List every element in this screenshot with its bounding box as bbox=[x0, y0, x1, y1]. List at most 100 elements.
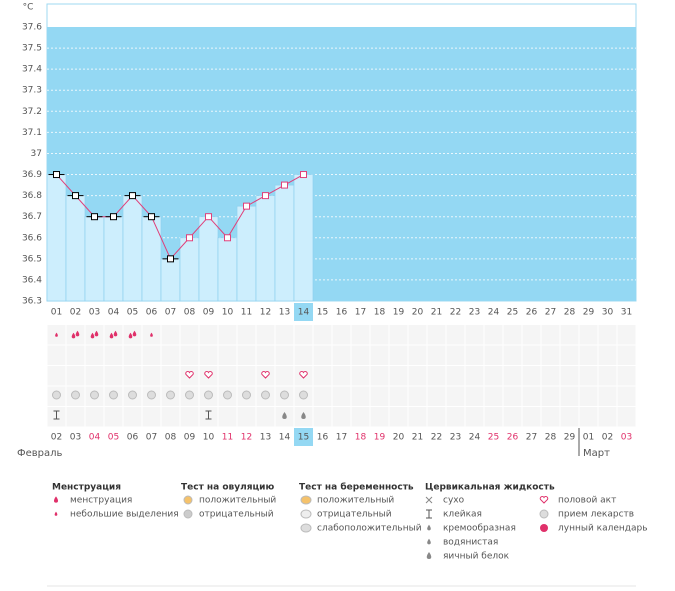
drop-icon bbox=[427, 524, 431, 531]
legend-item: половой акт bbox=[558, 496, 616, 506]
legend-title: Тест на беременность bbox=[299, 482, 414, 493]
cell bbox=[256, 407, 275, 427]
drop-icon bbox=[53, 496, 59, 503]
cell bbox=[85, 407, 104, 427]
cell bbox=[237, 407, 256, 427]
date-label: 17 bbox=[336, 433, 347, 443]
legend-item: отрицательный bbox=[317, 510, 392, 520]
cell bbox=[408, 345, 427, 365]
x-tick-label: 10 bbox=[222, 308, 234, 318]
bar bbox=[84, 216, 105, 302]
cell bbox=[351, 325, 370, 345]
bar bbox=[217, 237, 238, 302]
y-tick-label: 37.5 bbox=[22, 44, 42, 54]
heart-icon bbox=[185, 371, 194, 379]
cell bbox=[541, 366, 560, 386]
date-label: 04 bbox=[89, 433, 101, 443]
cell bbox=[541, 407, 560, 427]
cell bbox=[123, 325, 142, 345]
date-label: 13 bbox=[260, 433, 271, 443]
cell bbox=[237, 345, 256, 365]
cell bbox=[484, 345, 503, 365]
cell bbox=[617, 366, 636, 386]
pill-icon bbox=[128, 390, 137, 400]
date-label: 10 bbox=[203, 433, 215, 443]
x-tick-label: 31 bbox=[621, 308, 632, 318]
pill-icon bbox=[109, 390, 118, 400]
x-tick-label: 05 bbox=[127, 308, 138, 318]
cell bbox=[142, 407, 161, 427]
x-tick-label: 18 bbox=[374, 308, 386, 318]
cell bbox=[370, 345, 389, 365]
cell bbox=[389, 366, 408, 386]
marker bbox=[205, 213, 212, 221]
test-icon bbox=[183, 495, 193, 505]
legend-item: яичный белок bbox=[443, 552, 510, 562]
cell bbox=[66, 366, 85, 386]
cell bbox=[256, 325, 275, 345]
drop-icon bbox=[128, 332, 133, 339]
cell bbox=[503, 386, 522, 406]
cell bbox=[104, 366, 123, 386]
cell bbox=[161, 325, 180, 345]
bar bbox=[236, 205, 257, 302]
legend-title: Менструация bbox=[52, 483, 121, 493]
cell bbox=[465, 325, 484, 345]
bar bbox=[46, 174, 67, 302]
y-axis-label: °C bbox=[23, 3, 34, 13]
date-label: 08 bbox=[165, 433, 177, 443]
marker bbox=[129, 192, 136, 200]
y-tick-label: 37.6 bbox=[22, 23, 42, 33]
test-icon bbox=[300, 523, 312, 533]
date-label: 07 bbox=[146, 433, 157, 443]
drop-icon bbox=[150, 332, 153, 337]
date-label: 02 bbox=[51, 433, 62, 443]
x-tick-label: 30 bbox=[602, 308, 614, 318]
x-tick-label: 12 bbox=[260, 308, 271, 318]
cell bbox=[370, 325, 389, 345]
x-tick-label: 29 bbox=[583, 308, 595, 318]
x-tick-label: 14 bbox=[298, 308, 310, 318]
cell bbox=[484, 407, 503, 427]
cell bbox=[522, 386, 541, 406]
cell bbox=[579, 366, 598, 386]
y-tick-label: 36.7 bbox=[22, 212, 42, 222]
cell bbox=[123, 366, 142, 386]
marker bbox=[91, 213, 98, 221]
cell bbox=[484, 366, 503, 386]
drop-icon bbox=[90, 332, 95, 339]
date-label: 22 bbox=[431, 433, 442, 443]
bar bbox=[141, 216, 162, 302]
x-tick-label: 09 bbox=[203, 308, 215, 318]
cell bbox=[427, 345, 446, 365]
month-label: Февраль bbox=[17, 448, 63, 459]
date-label: 26 bbox=[507, 433, 519, 443]
cell bbox=[313, 407, 332, 427]
pill-icon bbox=[166, 390, 175, 400]
cell bbox=[275, 325, 294, 345]
cell bbox=[351, 407, 370, 427]
y-tick-label: 37.4 bbox=[22, 65, 42, 75]
heart-icon bbox=[299, 371, 308, 379]
cell bbox=[389, 407, 408, 427]
cell bbox=[560, 366, 579, 386]
cell bbox=[579, 325, 598, 345]
cell bbox=[161, 345, 180, 365]
cell bbox=[427, 325, 446, 345]
cell bbox=[579, 407, 598, 427]
drop-icon bbox=[55, 332, 58, 337]
y-tick-label: 37.2 bbox=[22, 107, 42, 117]
bar bbox=[103, 216, 124, 302]
date-label: 25 bbox=[488, 433, 499, 443]
marker bbox=[262, 192, 269, 200]
cell bbox=[503, 407, 522, 427]
cell bbox=[408, 366, 427, 386]
heart-icon bbox=[204, 371, 213, 379]
drop-icon bbox=[282, 412, 287, 419]
legend-title: Тест на овуляцию bbox=[181, 483, 274, 493]
cell bbox=[389, 325, 408, 345]
cell bbox=[104, 325, 123, 345]
x-tick-label: 25 bbox=[507, 308, 518, 318]
x-tick-label: 13 bbox=[279, 308, 290, 318]
date-label: 14 bbox=[279, 433, 291, 443]
